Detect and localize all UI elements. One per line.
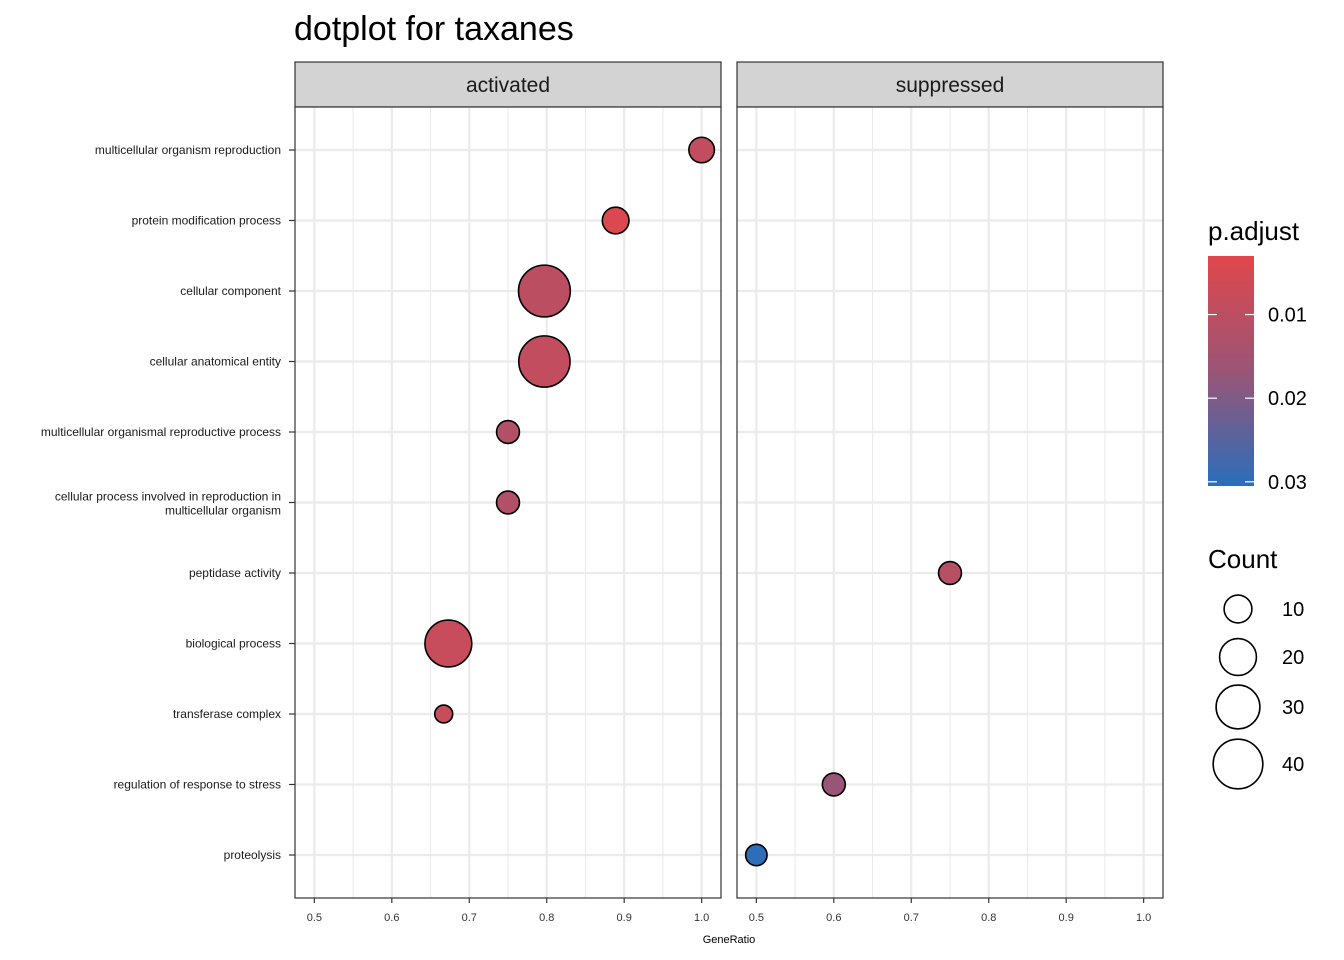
size-legend-label: 20 (1282, 647, 1304, 669)
size-legend-circle (1218, 637, 1258, 677)
y-tick-label: transferase complex (173, 707, 281, 721)
data-point (433, 704, 454, 724)
panel-border (736, 106, 1164, 899)
x-tick-label: 0.9 (617, 912, 632, 924)
x-tick-label: 1.0 (694, 912, 709, 924)
x-tick-label: 0.7 (904, 912, 919, 924)
panel-activated: activated 0.5 0.6 0.7 0.8 0.9 1.0 (294, 61, 722, 924)
x-tick-label: 0.8 (539, 912, 554, 924)
y-tick-label: cellular anatomical entity (150, 355, 281, 369)
y-tick-label: regulation of response to stress (114, 778, 281, 792)
y-tick-label: multicellular organismal reproductive pr… (41, 425, 281, 439)
y-tick-label: multicellular organism reproduction (95, 143, 281, 157)
size-legend-circle (1223, 594, 1253, 624)
strip-activated (294, 61, 722, 108)
color-legend: p.adjust 0.01 0.02 0.03 (1208, 216, 1307, 494)
color-bar (1208, 256, 1254, 486)
size-legend-label: 30 (1282, 697, 1304, 719)
x-axis-title: GeneRatio (703, 934, 756, 946)
x-tick-label: 0.6 (826, 912, 841, 924)
data-point (744, 843, 768, 867)
data-point (495, 490, 521, 515)
data-point (517, 335, 571, 388)
size-legend-label: 40 (1282, 754, 1304, 776)
x-tick-label: 0.6 (384, 912, 399, 924)
y-tick-label: biological process (186, 637, 281, 651)
color-legend-title: p.adjust (1208, 216, 1300, 246)
x-tick-label: 0.5 (749, 912, 764, 924)
x-tick-label: 0.5 (307, 912, 322, 924)
y-tick-label: proteolysis (224, 848, 281, 862)
strip-label-activated: activated (466, 74, 550, 97)
y-tick-label: peptidase activity (189, 566, 281, 580)
color-legend-label: 0.01 (1268, 305, 1307, 327)
x-tick-label: 0.8 (981, 912, 996, 924)
y-tick-label: protein modification process (132, 214, 281, 228)
size-legend-label: 10 (1282, 599, 1304, 621)
x-tick-label: 0.9 (1059, 912, 1074, 924)
size-legend-circle (1212, 738, 1264, 790)
y-tick-label: cellular process involved in reproductio… (55, 490, 281, 518)
x-tick-label: 1.0 (1136, 912, 1151, 924)
size-legend-circle (1215, 684, 1261, 730)
data-point (601, 206, 630, 235)
chart-title: dotplot for taxanes (294, 10, 574, 48)
y-tick-label: cellular component (180, 284, 281, 298)
size-legend-title: Count (1208, 544, 1278, 574)
strip-suppressed (736, 61, 1164, 108)
x-tick-label: 0.7 (462, 912, 477, 924)
data-point (495, 419, 521, 445)
data-point (517, 264, 572, 318)
data-point (688, 136, 716, 164)
panel-suppressed: suppressed 0.5 0.6 0.7 0.8 0.9 1.0 (736, 61, 1164, 924)
size-legend: Count 10 20 30 40 (1208, 544, 1304, 790)
strip-label-suppressed: suppressed (896, 74, 1005, 97)
data-point (937, 560, 963, 586)
data-point (424, 619, 473, 668)
color-legend-label: 0.03 (1268, 472, 1307, 494)
color-legend-label: 0.02 (1268, 388, 1307, 410)
data-point (821, 772, 847, 797)
